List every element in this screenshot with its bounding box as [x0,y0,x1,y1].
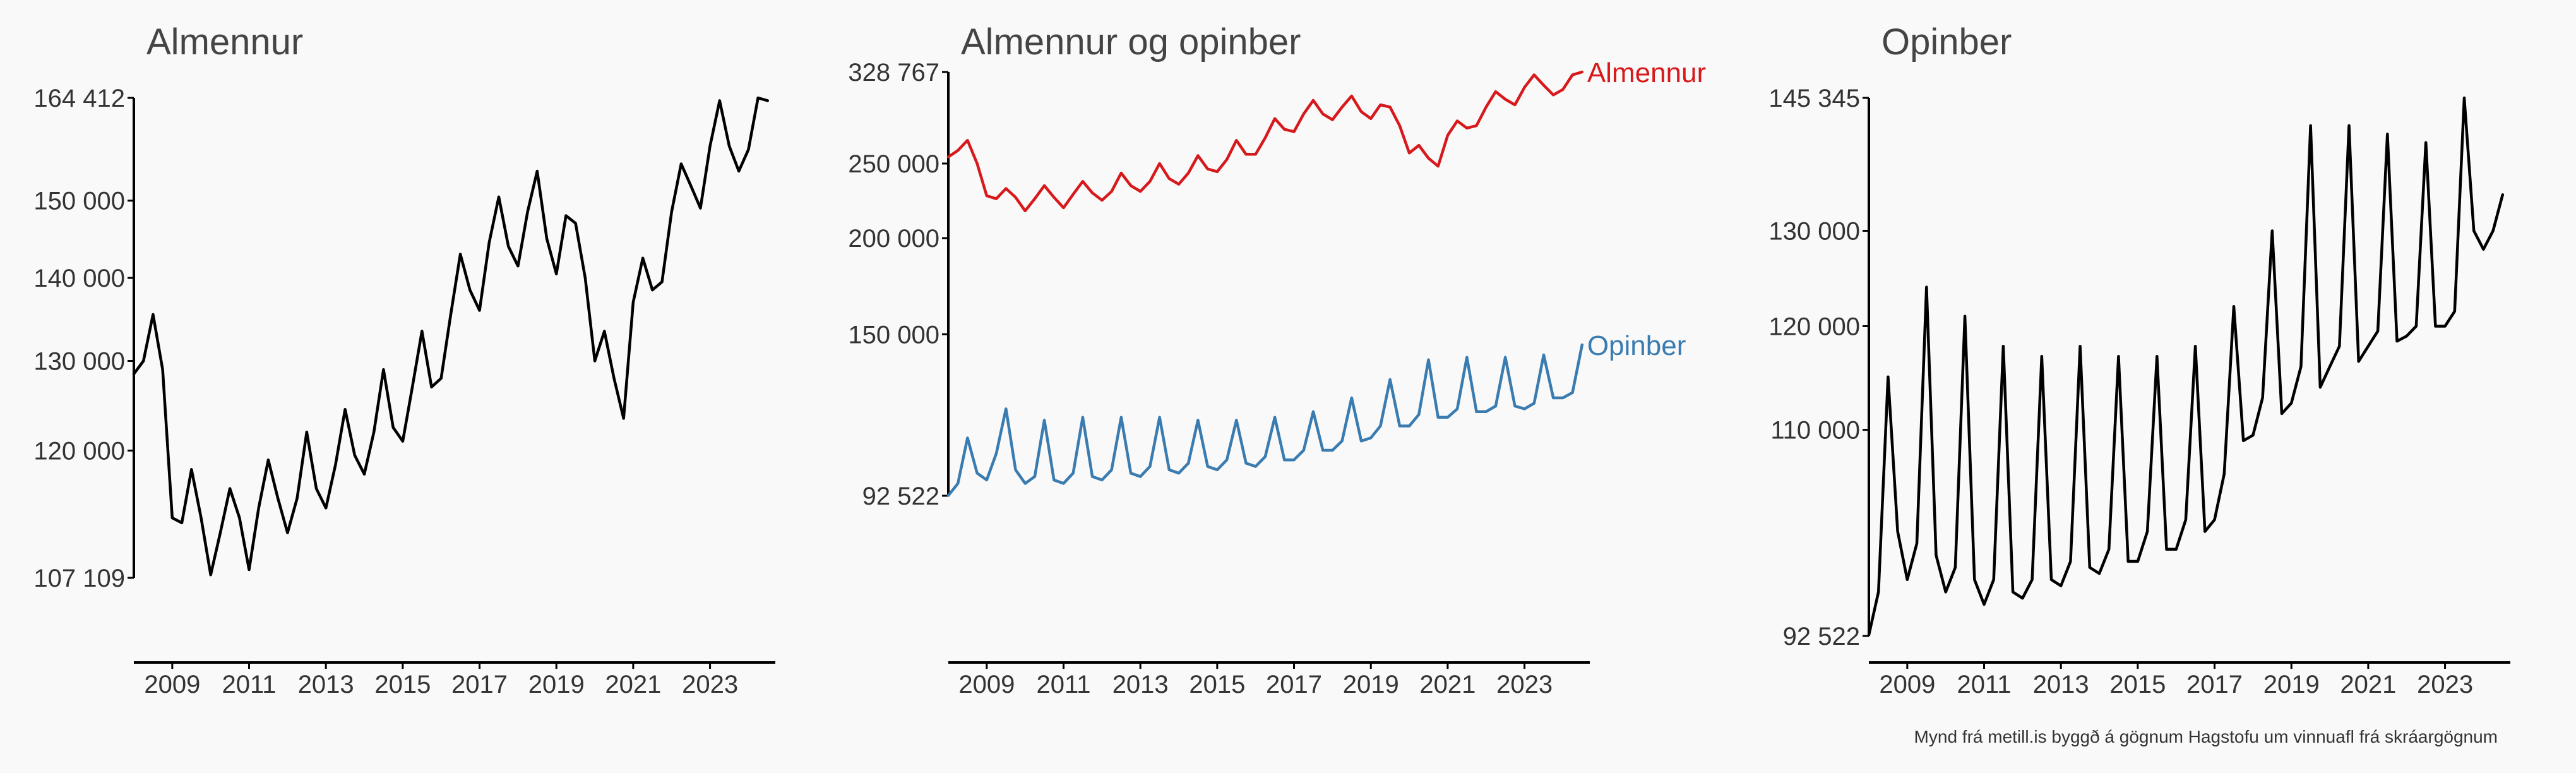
y-tick-label: 92 522 [862,482,939,510]
x-tick-label: 2015 [2109,671,2166,698]
y-tick-label: 120 000 [1768,313,1860,340]
y-tick-label: 92 522 [1783,623,1860,650]
x-tick-group: 2009 2011 2013 2015 2017 2019 2021 2023 [958,662,1553,698]
y-tick-label: 328 767 [848,59,939,87]
y-tick-label: 130 000 [1768,217,1860,245]
panel-opinber: Opinber 92 522 110 000 120 000 130 000 145 3… [1768,21,2510,698]
x-tick-group: 2009 2011 2013 2015 2017 2019 2021 2023 [144,662,738,698]
x-tick-label: 2019 [2263,671,2320,698]
x-tick-label: 2009 [958,671,1015,698]
y-tick-label: 120 000 [33,437,125,465]
y-tick-label: 250 000 [848,150,939,178]
x-tick-label: 2023 [2417,671,2473,698]
x-tick-label: 2015 [1189,671,1245,698]
x-tick-label: 2019 [1343,671,1399,698]
y-tick-label: 110 000 [1770,417,1860,445]
x-tick-label: 2021 [1419,671,1476,698]
x-tick-label: 2019 [528,671,585,698]
series-group: Almennur Opinber [946,57,1706,497]
series-line-opinber [946,343,1584,497]
y-tick-group: 92 522 110 000 120 000 130 000 145 345 [1768,85,1869,650]
source-caption: Mynd frá metill.is byggð á gögnum Hagsto… [1914,727,2498,746]
series-label-opinber: Opinber [1587,330,1686,361]
series-line-almennur [946,70,1584,213]
x-tick-group: 2009 2011 2013 2015 2017 2019 2021 2023 [1879,662,2473,698]
x-tick-label: 2015 [374,671,431,698]
y-tick-label: 140 000 [33,265,125,292]
x-tick-label: 2023 [682,671,738,698]
x-tick-label: 2009 [1879,671,1935,698]
y-tick-label: 145 345 [1768,85,1860,112]
series-group [1867,96,2505,637]
series-line-main [1867,96,2505,637]
x-tick-label: 2013 [1112,671,1169,698]
x-tick-label: 2017 [2186,671,2243,698]
y-tick-label: 150 000 [33,188,125,215]
panel-title: Almennur [146,21,303,63]
y-tick-label: 107 109 [33,565,125,592]
x-tick-label: 2021 [605,671,661,698]
y-tick-label: 150 000 [848,321,939,349]
panel-almennur-og-opinber: Almennur og opinber 92 522 150 000 200 000… [848,21,1706,698]
x-tick-label: 2013 [2033,671,2089,698]
x-tick-label: 2023 [1496,671,1553,698]
x-tick-label: 2011 [222,671,277,698]
series-label-almennur: Almennur [1587,57,1706,88]
x-tick-label: 2013 [298,671,354,698]
panel-title: Opinber [1881,21,2012,63]
x-tick-label: 2021 [2340,671,2396,698]
x-tick-label: 2009 [144,671,200,698]
series-group [132,96,770,577]
series-line-main [132,96,770,577]
panel-almennur: Almennur 107 109 120 000 130 000 140 000 150… [33,21,775,698]
x-tick-label: 2017 [451,671,508,698]
x-tick-label: 2011 [1957,671,2012,698]
y-tick-label: 130 000 [33,347,125,375]
y-tick-label: 164 412 [33,85,125,112]
y-tick-group: 107 109 120 000 130 000 140 000 150 000 164 4… [33,85,134,592]
panel-title: Almennur og opinber [961,21,1301,63]
y-tick-group: 92 522 150 000 200 000 250 000 328 767 [848,59,948,510]
y-tick-label: 200 000 [848,225,939,253]
x-tick-label: 2011 [1037,671,1091,698]
x-tick-label: 2017 [1266,671,1322,698]
